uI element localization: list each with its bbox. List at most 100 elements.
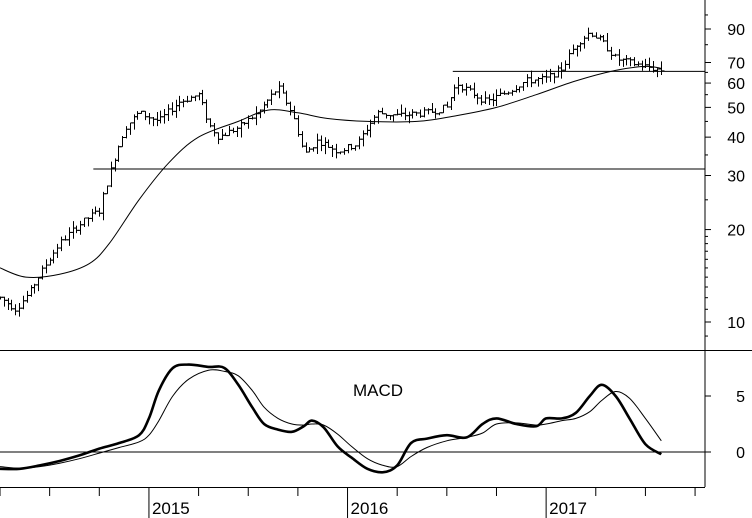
ohlc-bar bbox=[390, 114, 397, 122]
ohlc-bar bbox=[230, 127, 237, 134]
macd-signal-line bbox=[0, 369, 662, 469]
ohlc-bar bbox=[43, 259, 50, 274]
ohlc-bar bbox=[448, 97, 455, 110]
ohlc-bar bbox=[566, 49, 573, 69]
ohlc-bar bbox=[585, 27, 592, 41]
macd-title: MACD bbox=[353, 381, 403, 400]
ohlc-bar bbox=[104, 185, 111, 195]
price-tick-label: 20 bbox=[727, 223, 745, 240]
ohlc-bar bbox=[219, 129, 226, 141]
ohlc-bar bbox=[604, 33, 611, 52]
ohlc-bar bbox=[345, 143, 352, 154]
ohlc-bar bbox=[169, 102, 176, 116]
ohlc-bar bbox=[547, 68, 554, 82]
ohlc-bar bbox=[257, 109, 264, 119]
price-tick-label: 50 bbox=[727, 100, 745, 117]
ohlc-bar bbox=[16, 303, 23, 317]
ohlc-bar bbox=[402, 107, 409, 121]
ohlc-bar bbox=[463, 83, 470, 96]
ohlc-bar bbox=[66, 227, 73, 246]
ohlc-bar bbox=[341, 148, 348, 155]
ohlc-bar bbox=[89, 208, 96, 222]
ohlc-bar bbox=[409, 109, 416, 119]
ohlc-bar bbox=[425, 108, 432, 115]
ohlc-bar bbox=[180, 98, 187, 108]
ohlc-bar bbox=[509, 89, 516, 96]
macd-line bbox=[0, 363, 662, 474]
ohlc-bar bbox=[47, 257, 54, 266]
ohlc-bar bbox=[70, 221, 77, 239]
ohlc-bar bbox=[108, 161, 115, 188]
ohlc-bar bbox=[238, 119, 245, 138]
price-tick-label: 40 bbox=[727, 130, 745, 147]
ohlc-bar bbox=[459, 84, 466, 93]
ohlc-bar bbox=[35, 277, 42, 292]
chart-frame bbox=[0, 0, 752, 488]
ohlc-bar bbox=[348, 143, 355, 151]
ohlc-bar bbox=[421, 107, 428, 118]
ohlc-bar bbox=[360, 130, 367, 147]
ohlc-bar bbox=[322, 137, 329, 155]
ohlc-bar bbox=[478, 95, 485, 106]
ohlc-bar bbox=[92, 206, 99, 215]
ohlc-bar bbox=[639, 60, 646, 71]
ohlc-bar bbox=[520, 81, 527, 91]
ohlc-bar bbox=[646, 57, 653, 72]
ohlc-bar bbox=[150, 116, 157, 127]
axes: 10 20 30 40 50 60 70 90 0 5 2015 2016 2017 bbox=[0, 14, 745, 518]
ohlc-bar bbox=[115, 145, 122, 162]
ohlc-bar bbox=[597, 34, 604, 41]
ohlc-bar bbox=[165, 104, 172, 122]
ohlc-bar bbox=[474, 93, 481, 105]
ohlc-bar bbox=[574, 45, 581, 57]
ohlc-bar bbox=[497, 88, 504, 97]
ohlc-bar bbox=[134, 111, 141, 120]
ohlc-bar bbox=[100, 191, 107, 221]
ohlc-bar bbox=[371, 115, 378, 125]
ohlc-bar bbox=[471, 82, 478, 99]
ohlc-bar bbox=[513, 85, 520, 93]
ohlc-bar bbox=[314, 133, 321, 155]
macd-panel: MACD bbox=[0, 363, 705, 474]
year-label: 2016 bbox=[351, 499, 389, 518]
ohlc-bar bbox=[295, 115, 302, 137]
ohlc-bar bbox=[127, 122, 134, 135]
ohlc-bar bbox=[429, 103, 436, 113]
ohlc-bar bbox=[77, 220, 84, 235]
ohlc-bar bbox=[188, 95, 195, 102]
ohlc-bar bbox=[333, 143, 340, 159]
price-tick-label: 30 bbox=[727, 169, 745, 186]
price-tick-label: 90 bbox=[727, 22, 745, 39]
ohlc-bar bbox=[493, 89, 500, 106]
year-label: 2017 bbox=[549, 499, 587, 518]
ohlc-bar bbox=[593, 32, 600, 39]
moving-average-line bbox=[0, 65, 662, 278]
ohlc-bar bbox=[73, 225, 80, 234]
ohlc-bar bbox=[329, 145, 336, 157]
ohlc-bar bbox=[524, 74, 531, 88]
ohlc-bar bbox=[467, 85, 474, 91]
ohlc-bar bbox=[123, 126, 130, 139]
ohlc-bar bbox=[539, 73, 546, 85]
price-tick-label: 10 bbox=[727, 315, 745, 332]
ohlc-bar bbox=[325, 139, 332, 148]
ohlc-bar bbox=[367, 119, 374, 138]
macd-tick-label: 0 bbox=[736, 445, 745, 462]
year-label: 2015 bbox=[152, 499, 190, 518]
ohlc-bar bbox=[616, 49, 623, 66]
ohlc-bar bbox=[20, 295, 27, 310]
ohlc-bar bbox=[654, 68, 661, 78]
ohlc-bar bbox=[176, 95, 183, 112]
ohlc-bar bbox=[413, 111, 420, 116]
ohlc-bar bbox=[12, 304, 19, 316]
ohlc-bar bbox=[215, 132, 222, 145]
ohlc-bar bbox=[287, 101, 294, 116]
ohlc-bar bbox=[383, 113, 390, 119]
ohlc-bar bbox=[146, 112, 153, 125]
ohlc-bar bbox=[280, 82, 287, 94]
price-panel bbox=[0, 27, 705, 317]
ohlc-bar bbox=[528, 70, 535, 88]
ohlc-bar bbox=[440, 104, 447, 114]
ohlc-bar bbox=[451, 84, 458, 102]
